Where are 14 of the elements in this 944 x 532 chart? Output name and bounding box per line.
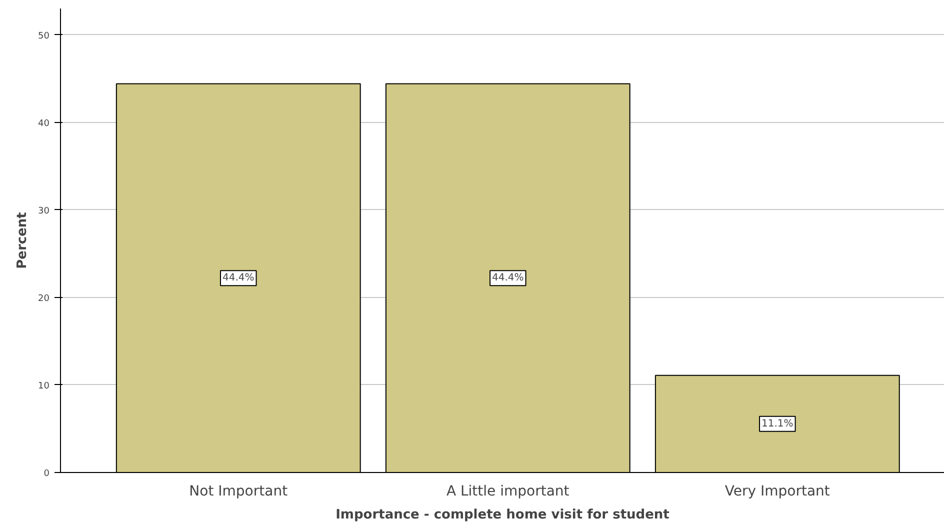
data-label: 11.1% (762, 418, 794, 430)
x-tick-label: A Little important (446, 484, 570, 500)
x-tick-label: Not Important (189, 484, 288, 500)
y-tick-label: 0 (44, 469, 50, 479)
y-tick-label: 30 (38, 206, 50, 216)
y-tick-label: 50 (38, 31, 50, 42)
data-label: 44.4% (222, 272, 254, 284)
y-tick-label: 20 (38, 294, 50, 304)
data-label: 44.4% (492, 272, 524, 284)
x-axis-title: Importance - complete home visit for student (336, 508, 670, 522)
y-tick-label: 40 (38, 118, 50, 129)
x-tick-label: Very Important (724, 484, 830, 500)
y-axis-title: Percent (15, 212, 30, 269)
y-tick-label: 10 (38, 381, 50, 392)
